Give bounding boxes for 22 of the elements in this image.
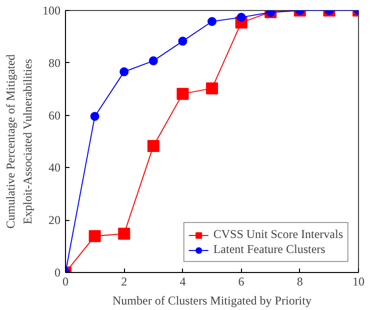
x-tick-label: 4 [180, 274, 186, 288]
y-tick-label: 0 [54, 266, 60, 280]
point [148, 56, 158, 66]
point [176, 88, 189, 100]
y-tick-label: 40 [48, 160, 60, 175]
point [178, 36, 188, 46]
x-tick-label: 6 [238, 274, 244, 288]
legend-label: CVSS Unit Score Intervals [213, 227, 343, 242]
y-axis-title: Cumulative Percentage of Mitigated Exploit-Associated Vulnerabilities [4, 54, 34, 229]
y-tick-label: 80 [48, 56, 60, 70]
x-tick-label: 8 [296, 274, 303, 288]
y-tick-label: 20 [48, 213, 60, 228]
x-tick-label: 10 [352, 274, 364, 288]
point [147, 140, 160, 152]
legend-label: Latent Feature Clusters [213, 242, 326, 257]
x-axis-title: Number of Clusters Mitigated by Priority [112, 294, 312, 308]
y-tick-label: 100 [42, 4, 60, 18]
point [120, 67, 129, 76]
point [206, 82, 218, 94]
y-tick-label: 60 [48, 108, 60, 122]
x-tick-label: 2 [121, 274, 128, 288]
point [90, 112, 100, 121]
